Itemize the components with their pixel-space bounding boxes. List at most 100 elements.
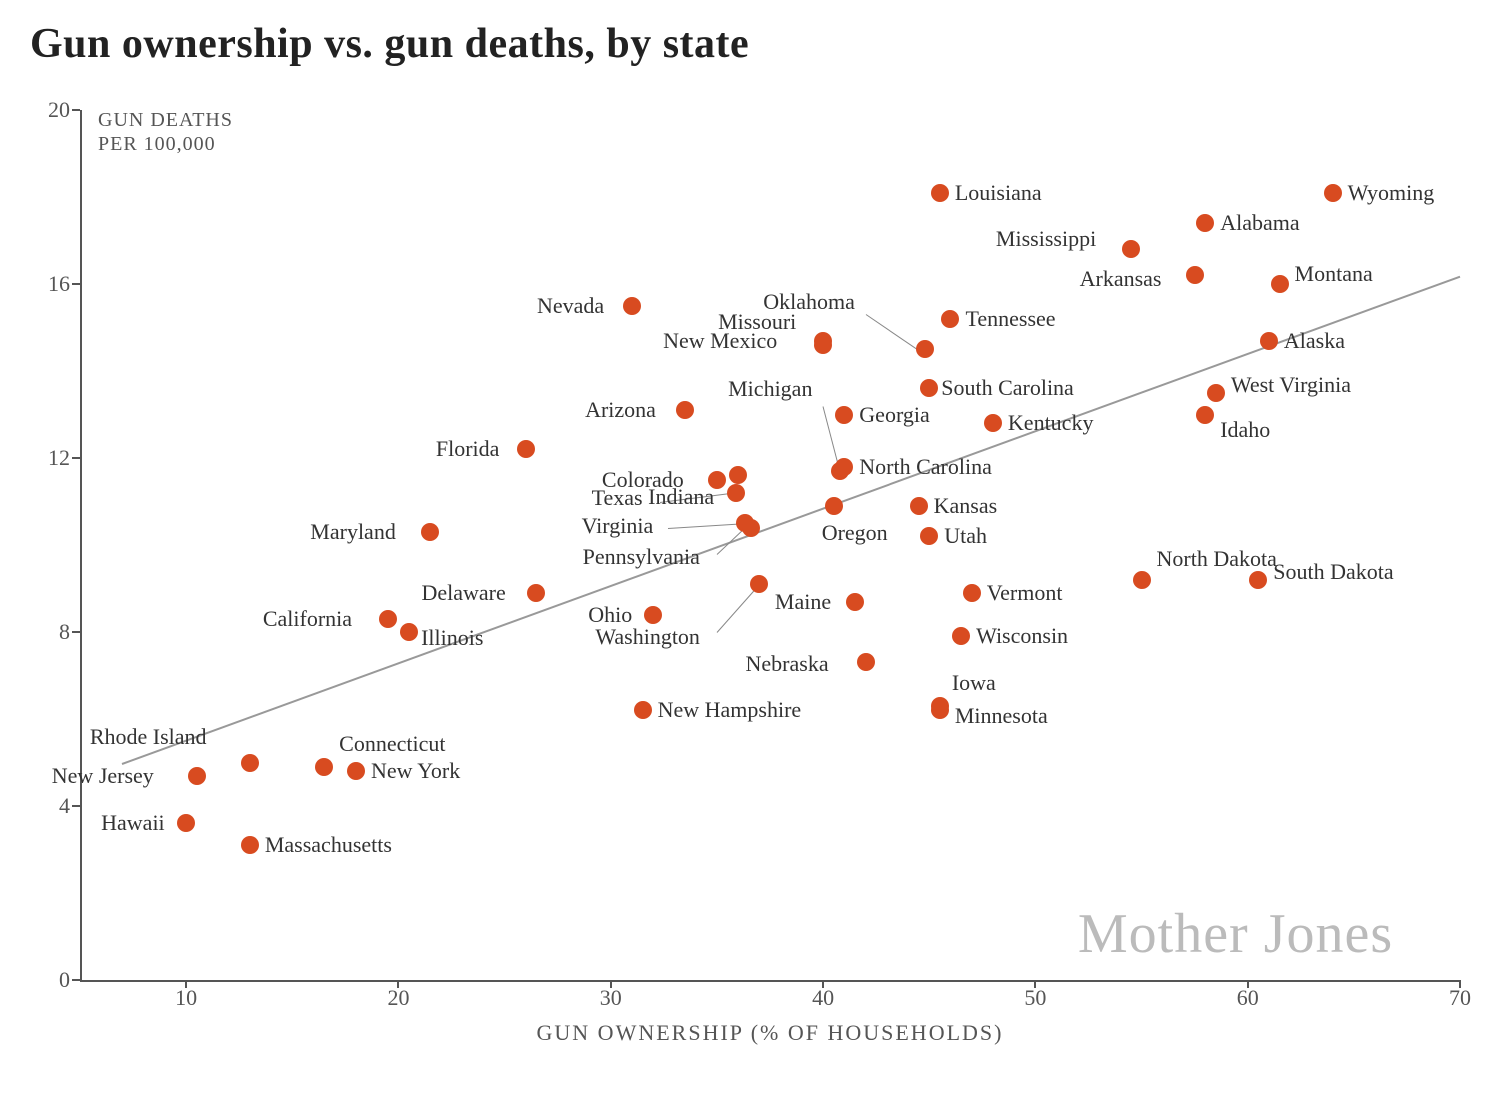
y-tick-label: 8 [30, 619, 70, 645]
data-point [742, 519, 760, 537]
y-tick [72, 109, 80, 111]
scatter-chart: 04812162010203040506070GUN DEATHSPER 100… [60, 110, 1470, 1010]
x-tick-label: 20 [368, 985, 428, 1011]
point-label: Ohio [588, 603, 632, 627]
point-label: Alabama [1220, 211, 1299, 235]
point-label: Michigan [728, 377, 812, 401]
point-label: Nebraska [746, 652, 829, 676]
data-point [1122, 240, 1140, 258]
x-tick-label: 30 [581, 985, 641, 1011]
data-point [421, 523, 439, 541]
data-point [727, 484, 745, 502]
y-tick-label: 0 [30, 967, 70, 993]
data-point [623, 297, 641, 315]
x-axis-title: GUN OWNERSHIP (% OF HOUSEHOLDS) [537, 1020, 1004, 1046]
x-tick-label: 60 [1218, 985, 1278, 1011]
data-point [984, 414, 1002, 432]
point-label: Mississippi [996, 227, 1096, 251]
data-point [241, 754, 259, 772]
data-point [920, 527, 938, 545]
point-label: West Virginia [1231, 373, 1351, 397]
point-label: Minnesota [955, 704, 1048, 728]
data-point [931, 184, 949, 202]
data-point [1207, 384, 1225, 402]
point-label: Kentucky [1008, 411, 1094, 435]
point-label: North Carolina [859, 455, 992, 479]
point-label: Nevada [537, 294, 604, 318]
point-label: Wisconsin [976, 624, 1068, 648]
data-point [634, 701, 652, 719]
point-label: Montana [1295, 262, 1373, 286]
watermark: Mother Jones [1078, 902, 1393, 966]
data-point [846, 593, 864, 611]
data-point [910, 497, 928, 515]
y-tick-label: 4 [30, 793, 70, 819]
data-point [963, 584, 981, 602]
x-axis-line [80, 980, 1460, 982]
y-tick [72, 631, 80, 633]
point-label: Texas [592, 486, 643, 510]
point-label: Arkansas [1080, 267, 1162, 291]
data-point [1196, 406, 1214, 424]
point-label: South Dakota [1273, 560, 1393, 584]
point-label: Maryland [310, 520, 396, 544]
point-label: Illinois [421, 626, 483, 650]
point-label: South Carolina [941, 376, 1074, 400]
data-point [941, 310, 959, 328]
point-label: Virginia [582, 514, 654, 538]
leader-line [865, 315, 917, 351]
y-tick-label: 20 [30, 97, 70, 123]
data-point [1186, 266, 1204, 284]
point-label: Idaho [1220, 418, 1270, 442]
data-point [241, 836, 259, 854]
y-tick [72, 805, 80, 807]
data-point [931, 701, 949, 719]
data-point [814, 332, 832, 350]
point-label: Oklahoma [763, 290, 855, 314]
y-axis-title-line1: GUN DEATHS [98, 108, 233, 132]
point-label: Iowa [952, 671, 996, 695]
point-label: New Jersey [52, 764, 154, 788]
data-point [835, 458, 853, 476]
y-axis-title-line2: PER 100,000 [98, 132, 216, 156]
point-label: Oregon [822, 521, 888, 545]
point-label: Hawaii [101, 811, 165, 835]
point-label: New Mexico [663, 329, 777, 353]
point-label: North Dakota [1157, 547, 1277, 571]
y-tick-label: 12 [30, 445, 70, 471]
point-label: Tennessee [965, 307, 1055, 331]
point-label: Connecticut [339, 732, 445, 756]
point-label: Utah [944, 524, 987, 548]
data-point [177, 814, 195, 832]
data-point [315, 758, 333, 776]
x-tick-label: 70 [1430, 985, 1490, 1011]
point-label: New Hampshire [658, 698, 802, 722]
point-label: California [263, 607, 352, 631]
point-label: Wyoming [1348, 181, 1435, 205]
data-point [400, 623, 418, 641]
x-tick-label: 10 [156, 985, 216, 1011]
point-label: New York [371, 759, 460, 783]
y-axis-line [80, 110, 82, 980]
data-point [825, 497, 843, 515]
data-point [347, 762, 365, 780]
point-label: Indiana [648, 485, 714, 509]
data-point [857, 653, 875, 671]
point-label: Arizona [585, 398, 656, 422]
data-point [916, 340, 934, 358]
x-tick-label: 40 [793, 985, 853, 1011]
point-label: Washington [595, 625, 700, 649]
point-label: Louisiana [955, 181, 1042, 205]
data-point [952, 627, 970, 645]
y-tick [72, 283, 80, 285]
data-point [1133, 571, 1151, 589]
point-label: Kansas [934, 494, 998, 518]
data-point [517, 440, 535, 458]
data-point [729, 466, 747, 484]
data-point [644, 606, 662, 624]
y-tick-label: 16 [30, 271, 70, 297]
x-tick-label: 50 [1005, 985, 1065, 1011]
y-tick [72, 457, 80, 459]
data-point [835, 406, 853, 424]
page: Gun ownership vs. gun deaths, by state 0… [0, 0, 1500, 1093]
